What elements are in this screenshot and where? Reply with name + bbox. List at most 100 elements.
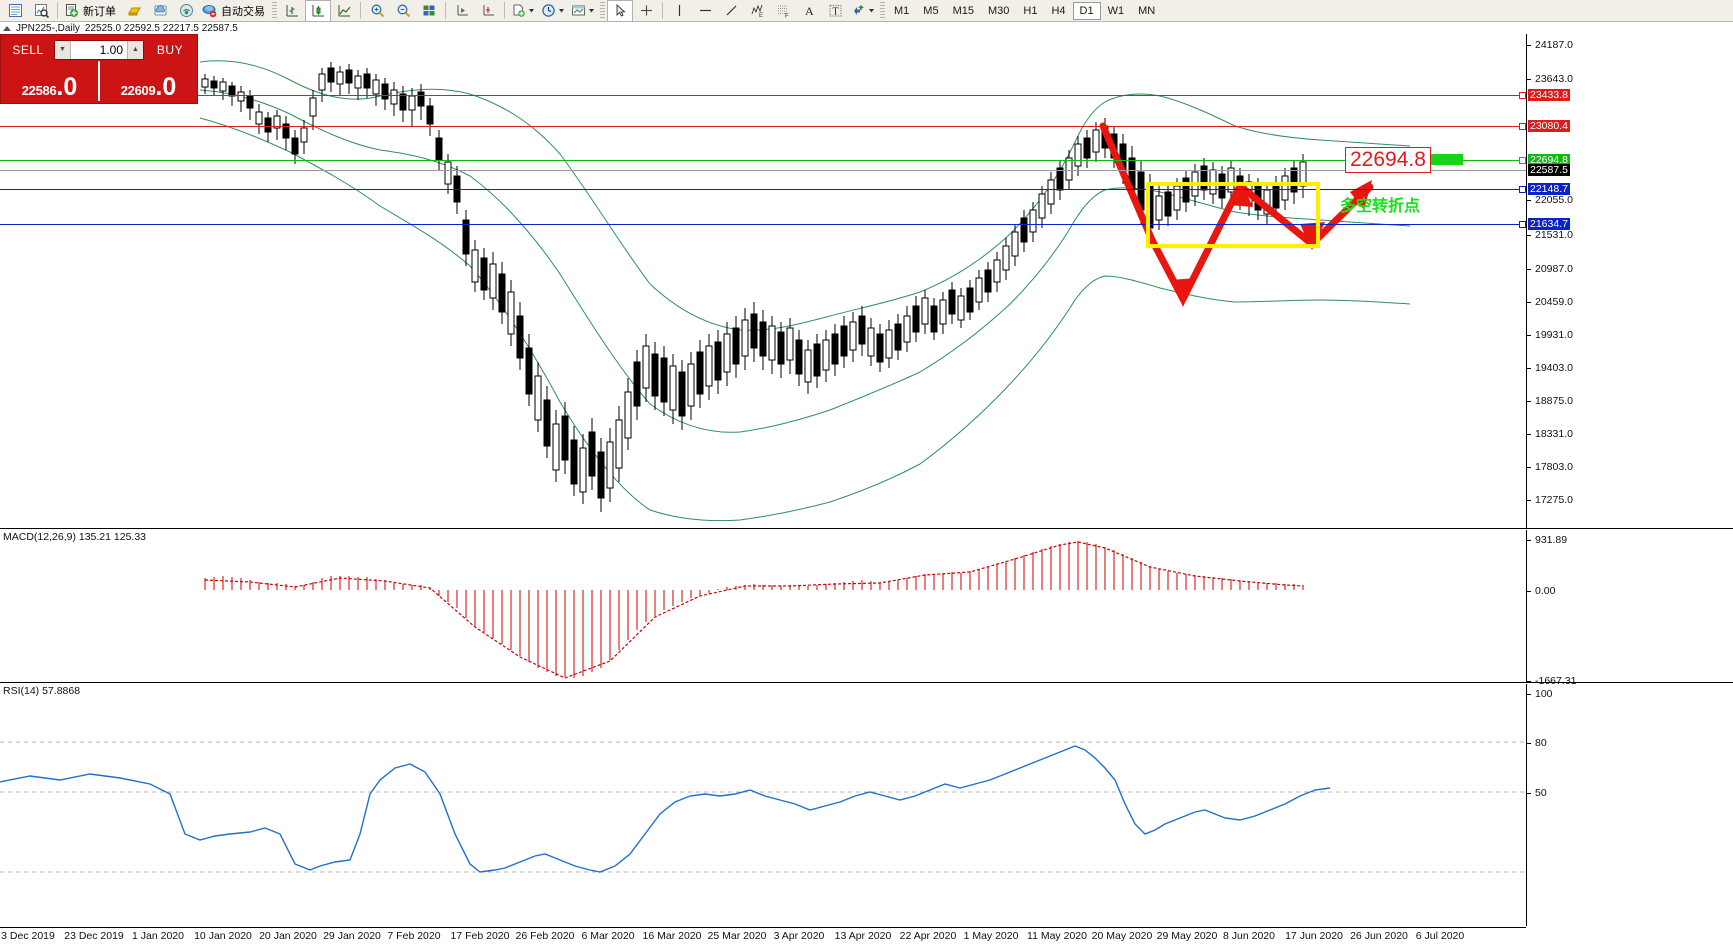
- timeframe-d1[interactable]: D1: [1072, 1, 1101, 20]
- market-watch-icon[interactable]: [28, 0, 54, 22]
- date-label: 7 Feb 2020: [387, 930, 441, 942]
- shift-icon: [481, 3, 496, 18]
- rsi-tick: 50: [1527, 787, 1547, 799]
- timeframe-h1[interactable]: H1: [1023, 4, 1038, 17]
- chevron-down-icon[interactable]: [868, 3, 875, 18]
- price-tag-last[interactable]: 22587.5: [1528, 164, 1570, 176]
- toolbar-grip[interactable]: [272, 2, 277, 19]
- macd-label: MACD(12,26,9) 135.21 125.33: [3, 531, 147, 543]
- chevron-down-icon[interactable]: [558, 3, 565, 18]
- market-icon[interactable]: [147, 0, 173, 22]
- svg-text:F: F: [785, 14, 789, 19]
- price-tick: 18331.0: [1527, 428, 1573, 440]
- rsi-axis[interactable]: 100 80 50: [1526, 684, 1733, 926]
- chart-shift-icon[interactable]: [475, 0, 501, 22]
- vertical-line-icon[interactable]: [666, 0, 692, 22]
- arrows-icon[interactable]: [848, 0, 878, 22]
- one-click-trading-panel[interactable]: SELL ▼ 1.00 ▲ BUY 22586 .0 22609 .0: [0, 34, 198, 104]
- consolidation-box[interactable]: [1146, 182, 1320, 248]
- buy-price[interactable]: 22609 .0: [100, 61, 197, 101]
- text-icon[interactable]: A: [796, 0, 822, 22]
- line-chart-icon[interactable]: [331, 0, 357, 22]
- signals-icon[interactable]: [173, 0, 199, 22]
- candlestick-chart-icon[interactable]: [305, 0, 331, 22]
- macd-axis[interactable]: 931.89 0.00 -1667.31: [1526, 530, 1733, 687]
- data-window-icon[interactable]: [416, 0, 442, 22]
- toolbar-separator: [504, 2, 505, 19]
- trendline-icon[interactable]: [718, 0, 744, 22]
- indicators-icon[interactable]: [508, 0, 538, 22]
- sell-price[interactable]: 22586 .0: [1, 61, 100, 101]
- price-line-handle[interactable]: [1519, 186, 1526, 193]
- new-order-button[interactable]: 新订单: [61, 0, 121, 22]
- zoom-out-icon[interactable]: [390, 0, 416, 22]
- timeframe-m1[interactable]: M1: [894, 4, 910, 17]
- price-line-handle[interactable]: [1519, 221, 1526, 228]
- auto-scroll-icon[interactable]: [449, 0, 475, 22]
- timeframe-m15[interactable]: M15: [952, 4, 974, 17]
- sell-button[interactable]: SELL: [12, 42, 44, 57]
- price-line-23433[interactable]: [0, 95, 1526, 96]
- elliott-wave-icon[interactable]: E: [744, 0, 770, 22]
- chevron-down-icon[interactable]: [588, 3, 595, 18]
- crosshair-glyph-icon: [639, 3, 654, 18]
- price-callout[interactable]: 22694.8: [1345, 147, 1431, 173]
- price-tag-resistance-2[interactable]: 23433.8: [1528, 89, 1570, 101]
- price-pane[interactable]: 22694.8 多空转折点 24187.0 23643.0 23433.8 23…: [0, 34, 1733, 528]
- price-tick: 20987.0: [1527, 263, 1573, 275]
- text-label-icon[interactable]: T: [822, 0, 848, 22]
- chevron-down-icon[interactable]: [528, 3, 535, 18]
- price-line-22587[interactable]: [0, 170, 1526, 171]
- macd-pane[interactable]: MACD(12,26,9) 135.21 125.33: [0, 530, 1733, 687]
- periods-icon[interactable]: [538, 0, 568, 22]
- rsi-svg: [0, 741, 1526, 873]
- collapse-triangle-icon[interactable]: [3, 25, 11, 31]
- price-line-handle[interactable]: [1519, 157, 1526, 164]
- cursor-icon[interactable]: [607, 0, 633, 22]
- volume-input[interactable]: ▼ 1.00 ▲: [54, 39, 144, 60]
- price-tag-resistance-1[interactable]: 23080.4: [1528, 120, 1570, 132]
- timeframe-m5[interactable]: M5: [923, 4, 939, 17]
- timeframe-w1[interactable]: W1: [1107, 4, 1125, 17]
- price-tick: 18875.0: [1527, 395, 1573, 407]
- macd-plot[interactable]: [0, 530, 1526, 682]
- autotrading-button[interactable]: 自动交易: [199, 0, 270, 22]
- timeframe-h4[interactable]: H4: [1051, 4, 1066, 17]
- price-line-handle[interactable]: [1519, 92, 1526, 99]
- mql5-community-icon[interactable]: [121, 0, 147, 22]
- price-axis[interactable]: 24187.0 23643.0 23433.8 23080.4 22694.8 …: [1526, 34, 1733, 528]
- price-line-handle[interactable]: [1519, 123, 1526, 130]
- rsi-pane[interactable]: RSI(14) 57.8868 100 80 50: [0, 684, 1733, 926]
- charts-window-icon[interactable]: [2, 0, 28, 22]
- toolbar-grip[interactable]: [600, 2, 605, 19]
- timeframe-mn[interactable]: MN: [1138, 4, 1156, 17]
- volume-value[interactable]: 1.00: [99, 42, 123, 57]
- date-label: 1 May 2020: [963, 930, 1019, 942]
- zoom-in-icon[interactable]: [364, 0, 390, 22]
- date-axis[interactable]: 3 Dec 2019 23 Dec 2019 1 Jan 2020 10 Jan…: [0, 927, 1526, 946]
- price-tag-target[interactable]: 22694.8: [1528, 154, 1570, 166]
- elliott-icon: E: [750, 3, 765, 18]
- macd-svg: [204, 541, 1304, 679]
- volume-increment-button[interactable]: ▲: [127, 40, 143, 59]
- fibonacci-icon[interactable]: F: [770, 0, 796, 22]
- price-line-22148[interactable]: [0, 189, 1526, 190]
- price-tick: 17275.0: [1527, 494, 1573, 506]
- price-line-23080[interactable]: [0, 126, 1526, 127]
- horizontal-line-icon[interactable]: [692, 0, 718, 22]
- templates-icon[interactable]: [568, 0, 598, 22]
- volume-decrement-button[interactable]: ▼: [55, 40, 71, 59]
- buy-button[interactable]: BUY: [156, 42, 184, 57]
- price-line-21634[interactable]: [0, 224, 1526, 225]
- bar-chart-icon[interactable]: [279, 0, 305, 22]
- rsi-plot[interactable]: [0, 684, 1526, 926]
- crosshair-icon[interactable]: [633, 0, 659, 22]
- price-line-22694[interactable]: [0, 160, 1526, 161]
- price-tag-support-2[interactable]: 21634.7: [1528, 218, 1570, 230]
- toolbar-grip[interactable]: [880, 2, 885, 19]
- hline-icon: [698, 3, 713, 18]
- timeframe-m30[interactable]: M30: [987, 4, 1010, 17]
- turning-point-note[interactable]: 多空转折点: [1340, 196, 1421, 215]
- price-plot[interactable]: 22694.8 多空转折点: [0, 34, 1526, 528]
- price-tag-support-1[interactable]: 22148.7: [1528, 183, 1570, 195]
